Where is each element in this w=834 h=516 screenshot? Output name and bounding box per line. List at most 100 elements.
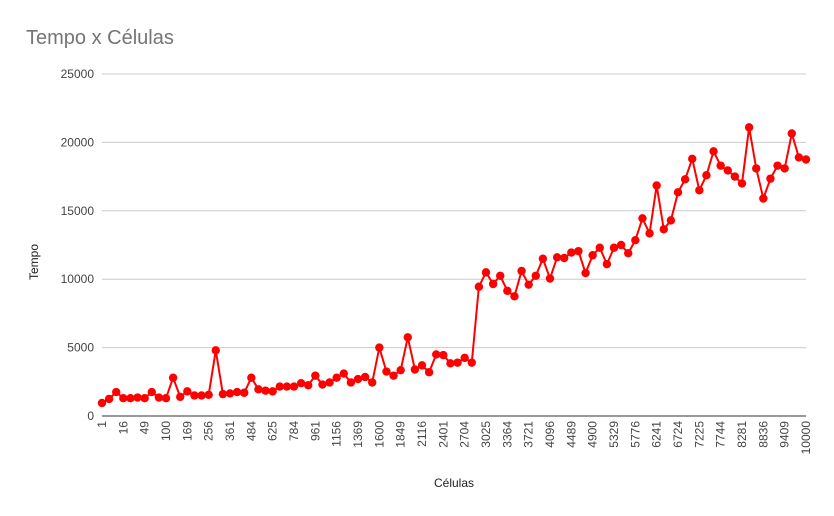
x-tick-label: 484: [244, 421, 258, 441]
data-point: [652, 181, 661, 190]
data-point: [218, 389, 228, 399]
data-point: [133, 393, 142, 402]
x-tick-label: 4489: [564, 421, 578, 448]
data-point: [268, 387, 277, 396]
data-point: [375, 343, 384, 352]
data-point: [346, 378, 356, 387]
data-point: [595, 243, 604, 252]
data-point: [389, 371, 398, 380]
data-point: [240, 388, 249, 397]
y-axis-title: Tempo: [27, 244, 41, 280]
data-point: [225, 389, 235, 398]
data-point: [510, 292, 519, 301]
x-tick-label: 2116: [415, 421, 429, 447]
x-axis-title: Células: [434, 476, 474, 490]
data-point: [360, 372, 370, 382]
series-tempo: [97, 123, 811, 408]
data-point: [325, 378, 334, 387]
x-tick-label: 9409: [778, 421, 792, 448]
data-point: [503, 286, 512, 296]
x-tick-label: 8836: [756, 421, 770, 448]
y-tick-label: 25000: [61, 67, 95, 81]
data-point: [289, 382, 299, 391]
data-point: [609, 243, 619, 252]
data-point: [602, 259, 612, 269]
data-point: [446, 359, 455, 368]
y-tick-label: 15000: [61, 204, 95, 218]
data-point: [531, 271, 540, 280]
data-point: [211, 346, 220, 355]
data-point: [545, 274, 555, 283]
data-point: [631, 236, 640, 245]
gridlines: [102, 73, 806, 417]
data-point: [680, 175, 690, 184]
y-tick-label: 5000: [67, 341, 94, 355]
data-point: [794, 153, 804, 162]
data-point: [382, 367, 391, 376]
data-point: [453, 358, 462, 367]
data-point: [496, 271, 505, 280]
data-point: [645, 229, 654, 238]
x-tick-label: 2704: [458, 421, 472, 448]
data-point: [204, 390, 213, 399]
x-tick-label: 784: [287, 421, 301, 441]
data-point: [588, 251, 597, 260]
x-tick-label: 1600: [372, 421, 386, 448]
x-tick-label: 8281: [735, 421, 749, 448]
data-point: [567, 248, 576, 257]
data-point: [104, 394, 114, 404]
data-point: [339, 369, 348, 378]
x-tick-label: 5329: [607, 421, 621, 448]
y-tick-label: 0: [87, 409, 94, 423]
data-point: [460, 353, 469, 363]
y-tick-label: 20000: [61, 135, 95, 149]
y-axis-ticks: 0 5000 10000 15000 20000 25000: [61, 67, 95, 423]
x-tick-label: 3721: [522, 421, 536, 448]
data-point: [232, 387, 242, 397]
data-point: [311, 371, 320, 380]
data-point: [780, 164, 789, 173]
data-point: [439, 350, 448, 360]
data-point: [247, 373, 256, 382]
data-point: [119, 394, 128, 403]
data-point: [552, 253, 562, 262]
data-point: [688, 154, 697, 164]
data-point: [197, 391, 206, 400]
data-point: [638, 214, 647, 223]
data-point: [488, 279, 498, 289]
data-point: [481, 268, 491, 277]
data-point: [403, 333, 412, 342]
data-point: [616, 240, 626, 250]
data-point: [474, 282, 484, 291]
data-point: [673, 188, 683, 197]
data-point: [261, 386, 270, 395]
x-tick-label: 10000: [799, 421, 813, 455]
data-point: [296, 378, 306, 388]
x-tick-label: 3025: [479, 421, 493, 448]
x-axis-ticks: 1 16 49 100 169 256 361 484 625 784 961 1156 1369 160…: [95, 421, 813, 455]
y-tick-label: 10000: [61, 272, 95, 286]
data-point: [282, 382, 292, 391]
data-point: [666, 216, 676, 225]
x-tick-label: 49: [138, 421, 152, 435]
data-point: [574, 246, 583, 256]
data-point: [304, 381, 313, 390]
data-point: [581, 268, 590, 278]
data-point: [716, 161, 725, 170]
x-tick-label: 4900: [586, 421, 600, 448]
data-point: [737, 179, 747, 188]
x-tick-label: 1369: [351, 421, 365, 448]
data-point: [538, 254, 548, 263]
data-point: [368, 378, 377, 387]
data-point: [126, 394, 135, 403]
x-tick-label: 625: [266, 421, 280, 441]
data-point: [759, 194, 768, 203]
data-point: [168, 373, 178, 382]
x-tick-label: 169: [180, 421, 194, 441]
data-point: [190, 391, 199, 400]
x-tick-label: 16: [116, 421, 130, 435]
data-point: [275, 382, 284, 391]
data-point: [624, 249, 633, 258]
x-tick-label: 1: [95, 421, 109, 428]
